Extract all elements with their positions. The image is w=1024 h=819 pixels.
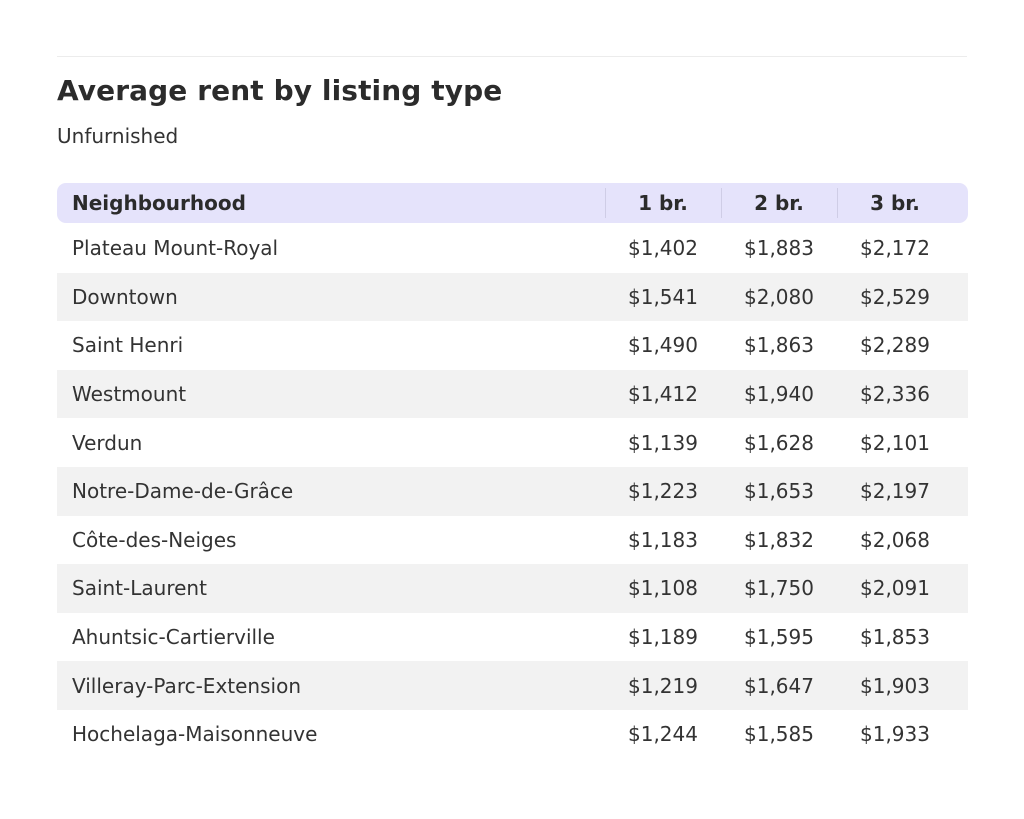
cell-2br: $1,863 bbox=[744, 333, 814, 358]
cell-3br: $2,289 bbox=[860, 333, 930, 358]
table-header-row: Neighbourhood 1 br. 2 br. 3 br. bbox=[57, 183, 968, 223]
table-row: Downtown $1,541 $2,080 $2,529 bbox=[57, 272, 968, 322]
cell-1br: $1,189 bbox=[628, 625, 698, 650]
cell-1br: $1,108 bbox=[628, 576, 698, 601]
cell-1br: $1,244 bbox=[628, 722, 698, 747]
cell-1br: $1,412 bbox=[628, 382, 698, 407]
cell-1br: $1,541 bbox=[628, 284, 698, 309]
table-row: Villeray-Parc-Extension $1,219 $1,647 $1,90… bbox=[57, 661, 968, 710]
cell-neighbourhood: Villeray-Parc-Extension bbox=[72, 673, 301, 698]
cell-1br: $1,490 bbox=[628, 333, 698, 358]
table-row: Ahuntsic-Cartierville $1,189 $1,595 $1,853 bbox=[57, 613, 968, 662]
page-subtitle: Unfurnished bbox=[57, 124, 179, 148]
table-row: Verdun $1,139 $1,628 $2,101 bbox=[57, 418, 968, 467]
rent-table: Neighbourhood 1 br. 2 br. 3 br. Plateau … bbox=[57, 183, 968, 759]
cell-1br: $1,183 bbox=[628, 527, 698, 552]
cell-1br: $1,219 bbox=[628, 673, 698, 698]
cell-neighbourhood: Ahuntsic-Cartierville bbox=[72, 625, 275, 650]
cell-neighbourhood: Notre-Dame-de-Grâce bbox=[72, 479, 294, 504]
cell-2br: $1,585 bbox=[744, 722, 814, 747]
column-header-2br: 2 br. bbox=[721, 183, 837, 223]
cell-2br: $1,940 bbox=[744, 382, 814, 407]
cell-3br: $2,197 bbox=[860, 479, 930, 504]
cell-neighbourhood: Hochelaga-Maisonneuve bbox=[72, 722, 318, 747]
cell-neighbourhood: Saint Henri bbox=[72, 333, 184, 358]
page-title: Average rent by listing type bbox=[57, 74, 503, 107]
table-row: Plateau Mount-Royal $1,402 $1,883 $2,172 bbox=[57, 224, 968, 273]
table-row: Notre-Dame-de-Grâce $1,223 $1,653 $2,197 bbox=[57, 466, 968, 516]
cell-3br: $2,336 bbox=[860, 382, 930, 407]
cell-1br: $1,139 bbox=[628, 430, 698, 455]
cell-neighbourhood: Plateau Mount-Royal bbox=[72, 236, 279, 261]
cell-2br: $2,080 bbox=[744, 284, 814, 309]
cell-3br: $1,933 bbox=[860, 722, 930, 747]
table-row: Côte-des-Neiges $1,183 $1,832 $2,068 bbox=[57, 516, 968, 565]
cell-neighbourhood: Westmount bbox=[72, 382, 187, 407]
table-row: Saint-Laurent $1,108 $1,750 $2,091 bbox=[57, 564, 968, 613]
cell-2br: $1,647 bbox=[744, 673, 814, 698]
top-divider bbox=[57, 56, 967, 57]
cell-3br: $2,172 bbox=[860, 236, 930, 261]
cell-3br: $2,091 bbox=[860, 576, 930, 601]
cell-2br: $1,832 bbox=[744, 527, 814, 552]
cell-2br: $1,750 bbox=[744, 576, 814, 601]
column-header-3br: 3 br. bbox=[837, 183, 953, 223]
cell-2br: $1,595 bbox=[744, 625, 814, 650]
cell-neighbourhood: Côte-des-Neiges bbox=[72, 527, 237, 552]
column-header-neighbourhood: Neighbourhood bbox=[72, 191, 246, 215]
cell-2br: $1,653 bbox=[744, 479, 814, 504]
table-row: Westmount $1,412 $1,940 $2,336 bbox=[57, 369, 968, 419]
cell-3br: $2,101 bbox=[860, 430, 930, 455]
cell-neighbourhood: Verdun bbox=[72, 430, 143, 455]
table-row: Hochelaga-Maisonneuve $1,244 $1,585 $1,933 bbox=[57, 710, 968, 759]
cell-1br: $1,402 bbox=[628, 236, 698, 261]
cell-neighbourhood: Saint-Laurent bbox=[72, 576, 207, 601]
table-row: Saint Henri $1,490 $1,863 $2,289 bbox=[57, 321, 968, 370]
cell-3br: $2,068 bbox=[860, 527, 930, 552]
cell-1br: $1,223 bbox=[628, 479, 698, 504]
cell-neighbourhood: Downtown bbox=[72, 284, 178, 309]
cell-3br: $1,903 bbox=[860, 673, 930, 698]
cell-2br: $1,883 bbox=[744, 236, 814, 261]
column-header-1br: 1 br. bbox=[605, 183, 721, 223]
cell-3br: $1,853 bbox=[860, 625, 930, 650]
cell-2br: $1,628 bbox=[744, 430, 814, 455]
cell-3br: $2,529 bbox=[860, 284, 930, 309]
